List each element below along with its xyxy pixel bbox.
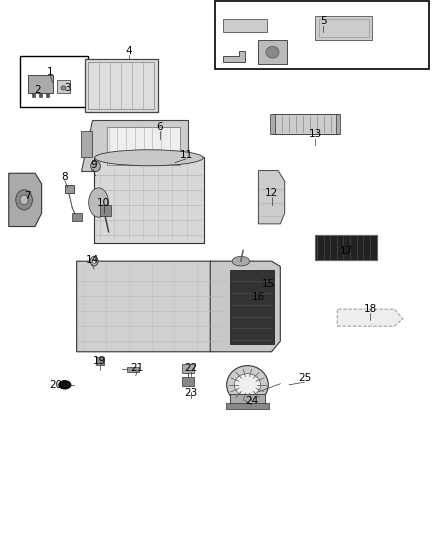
Bar (315, 16, 372, 40)
Bar (230, 270, 274, 344)
Text: 11: 11 (180, 150, 193, 159)
Bar (315, 235, 377, 260)
Bar (270, 114, 275, 134)
Polygon shape (77, 261, 228, 352)
Bar (88, 62, 154, 109)
Bar (96, 357, 104, 365)
Ellipse shape (20, 195, 28, 205)
Bar (230, 394, 265, 404)
Bar (226, 403, 269, 409)
Text: 12: 12 (265, 188, 278, 198)
Bar (272, 114, 339, 134)
Ellipse shape (266, 46, 279, 58)
Polygon shape (81, 120, 188, 171)
Text: 7: 7 (24, 191, 31, 201)
Bar (28, 75, 53, 93)
Bar (182, 364, 194, 373)
Text: 10: 10 (97, 198, 110, 207)
Text: 9: 9 (90, 160, 97, 170)
Ellipse shape (16, 190, 32, 210)
Ellipse shape (90, 256, 98, 266)
Text: 18: 18 (364, 304, 377, 314)
Bar (65, 185, 74, 193)
Ellipse shape (234, 374, 261, 396)
Text: 13: 13 (309, 130, 322, 139)
Polygon shape (210, 261, 280, 352)
Polygon shape (81, 131, 92, 157)
Text: 21: 21 (131, 363, 144, 373)
Text: 19: 19 (93, 357, 106, 366)
Polygon shape (94, 157, 204, 243)
Polygon shape (258, 171, 285, 224)
Ellipse shape (59, 381, 71, 389)
Bar (39, 93, 42, 97)
Bar (32, 93, 35, 97)
Bar (46, 93, 49, 97)
Text: 2: 2 (34, 85, 41, 94)
Polygon shape (337, 309, 403, 326)
Bar (315, 235, 377, 260)
Bar (258, 40, 287, 64)
Bar (127, 367, 139, 372)
Bar (57, 80, 70, 93)
Ellipse shape (95, 150, 203, 166)
Bar (85, 59, 158, 112)
Text: 5: 5 (320, 17, 327, 26)
Text: 15: 15 (261, 279, 275, 288)
Text: 1: 1 (47, 67, 54, 77)
Bar (319, 19, 369, 37)
Bar (336, 114, 340, 134)
Bar (100, 205, 111, 216)
Bar (72, 213, 82, 221)
Text: 24: 24 (245, 396, 258, 406)
Text: 23: 23 (184, 389, 197, 398)
Bar (223, 19, 267, 32)
Ellipse shape (226, 366, 268, 404)
Text: 20: 20 (49, 380, 63, 390)
Ellipse shape (88, 188, 109, 217)
Text: 8: 8 (61, 172, 68, 182)
Text: 6: 6 (156, 122, 163, 132)
Bar (215, 1, 429, 69)
Text: 17: 17 (339, 246, 353, 255)
Bar (20, 56, 88, 107)
Bar (182, 377, 194, 386)
Ellipse shape (232, 256, 250, 266)
Ellipse shape (61, 86, 66, 90)
Text: 4: 4 (126, 46, 133, 55)
Ellipse shape (91, 161, 100, 172)
Polygon shape (223, 51, 245, 62)
Text: 16: 16 (252, 293, 265, 302)
Text: 3: 3 (64, 83, 71, 93)
Text: 22: 22 (184, 363, 197, 373)
Text: 25: 25 (298, 374, 311, 383)
Text: 14: 14 (85, 255, 99, 265)
Polygon shape (9, 173, 42, 227)
Ellipse shape (92, 259, 96, 263)
Bar (107, 127, 180, 165)
